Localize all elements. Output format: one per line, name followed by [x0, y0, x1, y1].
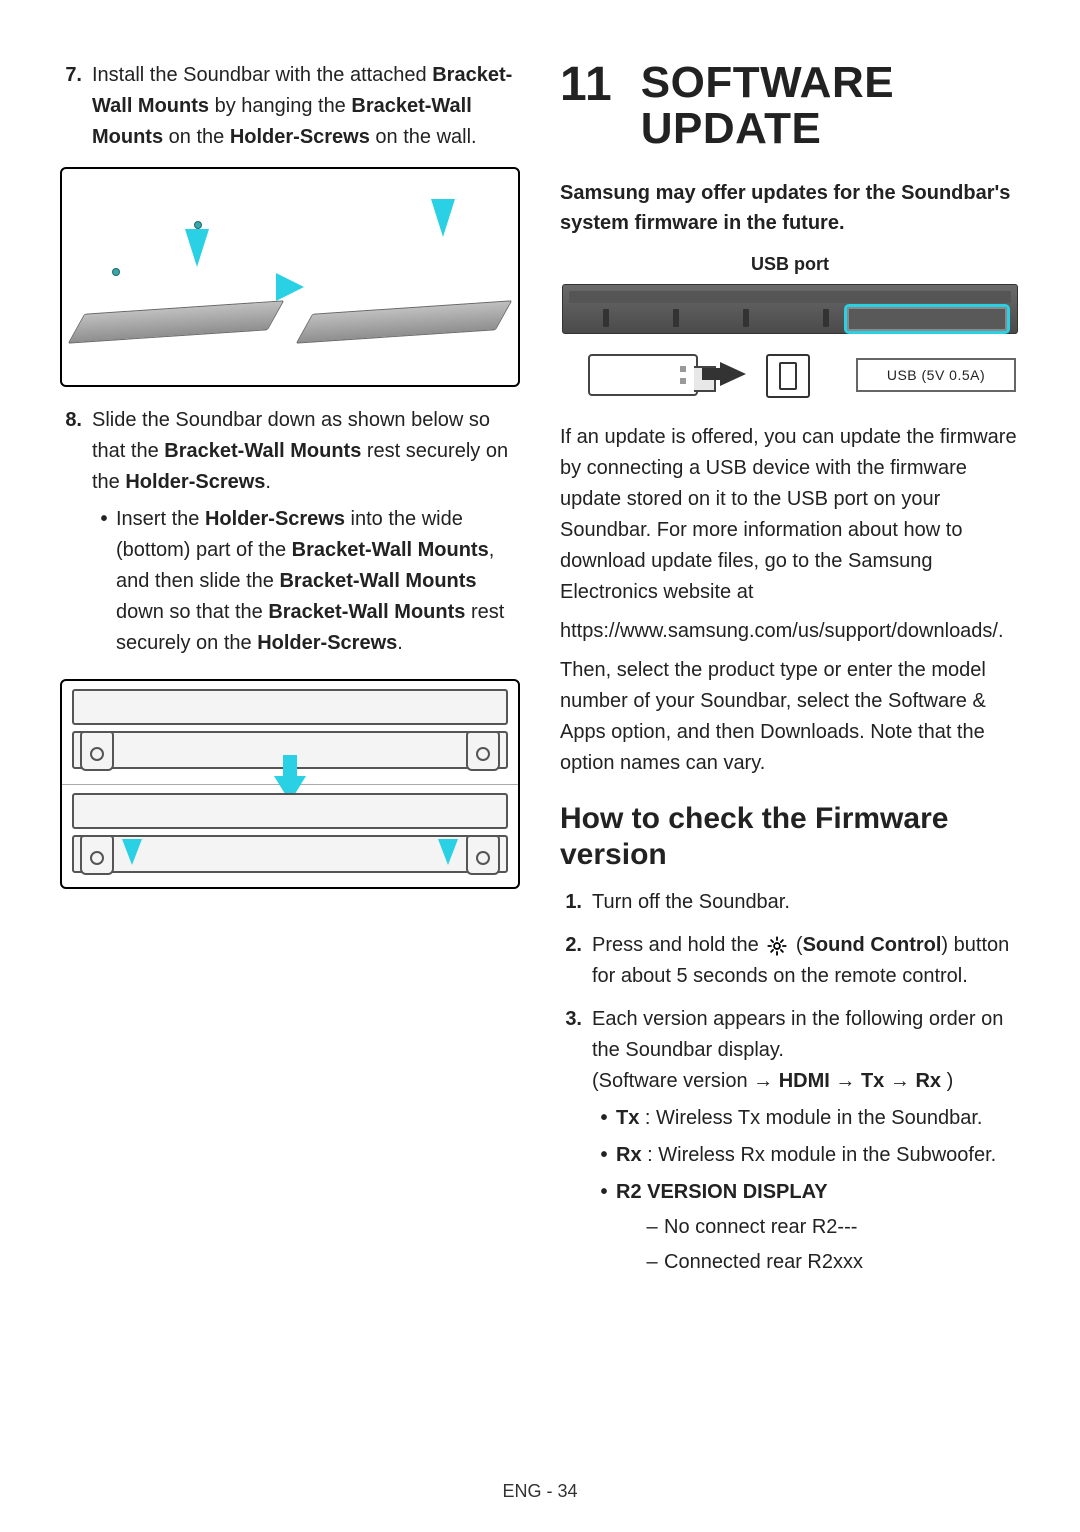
bullet-text: Rx : Wireless Rx module in the Subwoofer…: [616, 1140, 1020, 1171]
bullet-rx: • Rx : Wireless Rx module in the Subwoof…: [592, 1140, 1020, 1171]
text: .: [397, 632, 403, 654]
text-bold: Holder-Screws: [230, 126, 370, 148]
two-column-layout: 7. Install the Soundbar with the attache…: [60, 60, 1020, 1440]
bullet-text: R2 VERSION DISPLAY – No connect rear R2-…: [616, 1177, 1020, 1282]
soundbar-back-illustration: [562, 284, 1018, 334]
arrow-down-icon: [185, 229, 209, 267]
usb-port-label: USB port: [751, 254, 829, 275]
chapter-heading: 11 SOFTWARE UPDATE: [560, 60, 1020, 152]
bullet-tx: • Tx : Wireless Tx module in the Soundba…: [592, 1103, 1020, 1134]
arrow-right-icon: [720, 362, 746, 386]
figure-right-panel: [290, 169, 518, 385]
step-text: Each version appears in the following or…: [592, 1004, 1020, 1288]
arrow-right-icon: [276, 273, 304, 301]
dash-mark: –: [640, 1212, 664, 1243]
text: Press and hold the: [592, 934, 764, 956]
step-7-text: Install the Soundbar with the attached B…: [92, 60, 520, 153]
bullet-mark: •: [592, 1103, 616, 1134]
text: →: [830, 1070, 861, 1092]
text: Insert the: [116, 508, 205, 530]
bullet-mark: •: [92, 504, 116, 659]
step-8-bullet: • Insert the Holder-Screws into the wide…: [92, 504, 520, 659]
arrow-down-icon: [431, 199, 455, 237]
step-7-number: 7.: [60, 60, 92, 153]
text-bold: Bracket-Wall Mounts: [279, 570, 476, 592]
text-bold: Bracket-Wall Mounts: [268, 601, 465, 623]
usb-stick-icon: [588, 354, 698, 396]
url-text: https://www.samsung.com/us/support/downl…: [560, 616, 1020, 647]
step-7: 7. Install the Soundbar with the attache…: [60, 60, 520, 153]
text: Install the Soundbar with the attached: [92, 64, 432, 86]
step-number: 3.: [560, 1004, 592, 1288]
figure-slide-soundbar: [60, 679, 520, 889]
page-footer: ENG - 34: [0, 1481, 1080, 1502]
dash-item: – Connected rear R2xxx: [640, 1247, 1020, 1278]
text-bold: Tx: [861, 1070, 884, 1092]
text: down so that the: [116, 601, 268, 623]
text: .: [265, 471, 271, 493]
step-text: Turn off the Soundbar.: [592, 887, 1020, 918]
text-bold: Holder-Screws: [125, 471, 265, 493]
step-text: Press and hold the (Sound Control) butto…: [592, 930, 1020, 992]
text: on the: [163, 126, 230, 148]
fw-step-1: 1. Turn off the Soundbar.: [560, 887, 1020, 918]
text-bold: Bracket-Wall Mounts: [292, 539, 489, 561]
fw-step-3: 3. Each version appears in the following…: [560, 1004, 1020, 1288]
step-8-number: 8.: [60, 405, 92, 665]
text: : Wireless Tx module in the Soundbar.: [639, 1107, 982, 1129]
bullet-mark: •: [592, 1140, 616, 1171]
usb-label-box: USB (5V 0.5A): [856, 358, 1016, 392]
text-bold: Rx: [915, 1070, 941, 1092]
text: : Wireless Rx module in the Subwoofer.: [642, 1144, 997, 1166]
arrow-down-icon: [122, 839, 142, 865]
right-column: 11 SOFTWARE UPDATE Samsung may offer upd…: [560, 60, 1020, 1440]
fw-step-2: 2. Press and hold the (Sound Control) bu…: [560, 930, 1020, 992]
text: →: [884, 1070, 915, 1092]
figure-left-panel: [62, 169, 290, 385]
text-bold: Rx: [616, 1144, 642, 1166]
text-bold: Sound Control: [803, 934, 942, 956]
text-bold: HDMI: [779, 1070, 830, 1092]
text-bold: R2 VERSION DISPLAY: [616, 1181, 828, 1203]
gear-icon: [766, 935, 788, 957]
text: Each version appears in the following or…: [592, 1004, 1020, 1066]
arrow-down-icon: [438, 839, 458, 865]
paragraph: Then, select the product type or enter t…: [560, 655, 1020, 779]
bullet-mark: •: [592, 1177, 616, 1282]
step-number: 2.: [560, 930, 592, 992]
figure-usb-update: USB port USB (5V 0.5A): [560, 254, 1020, 404]
usb-port-highlight: [847, 307, 1007, 331]
bullet-text: Tx : Wireless Tx module in the Soundbar.: [616, 1103, 1020, 1134]
section-heading: How to check the Firmware version: [560, 801, 1020, 873]
text-bold: Tx: [616, 1107, 639, 1129]
text: by hanging the: [209, 95, 351, 117]
usb-port-icon: [766, 354, 810, 398]
arrow-down-stem: [283, 755, 297, 777]
left-column: 7. Install the Soundbar with the attache…: [60, 60, 520, 1440]
step-8: 8. Slide the Soundbar down as shown belo…: [60, 405, 520, 665]
figure-hang-soundbar: [60, 167, 520, 387]
bullet-r2: • R2 VERSION DISPLAY – No connect rear R…: [592, 1177, 1020, 1282]
chapter-number: 11: [560, 60, 613, 110]
dash-text: Connected rear R2xxx: [664, 1247, 1020, 1278]
text-bold: Bracket-Wall Mounts: [164, 440, 361, 462]
dash-mark: –: [640, 1247, 664, 1278]
text-bold: Holder-Screws: [257, 632, 397, 654]
dash-text: No connect rear R2---: [664, 1212, 1020, 1243]
paragraph: If an update is offered, you can update …: [560, 422, 1020, 608]
text: on the wall.: [370, 126, 477, 148]
dash-item: – No connect rear R2---: [640, 1212, 1020, 1243]
chapter-title: SOFTWARE UPDATE: [641, 60, 1020, 152]
sequence-text: (Software version → HDMI → Tx → Rx ): [592, 1066, 1020, 1097]
intro-text: Samsung may offer updates for the Soundb…: [560, 178, 1020, 238]
bullet-text: Insert the Holder-Screws into the wide (…: [116, 504, 520, 659]
figure-bottom-state: [62, 785, 518, 888]
text: ): [941, 1070, 953, 1092]
step-8-text: Slide the Soundbar down as shown below s…: [92, 405, 520, 665]
text: (Software version →: [592, 1070, 779, 1092]
text-bold: Holder-Screws: [205, 508, 345, 530]
step-number: 1.: [560, 887, 592, 918]
